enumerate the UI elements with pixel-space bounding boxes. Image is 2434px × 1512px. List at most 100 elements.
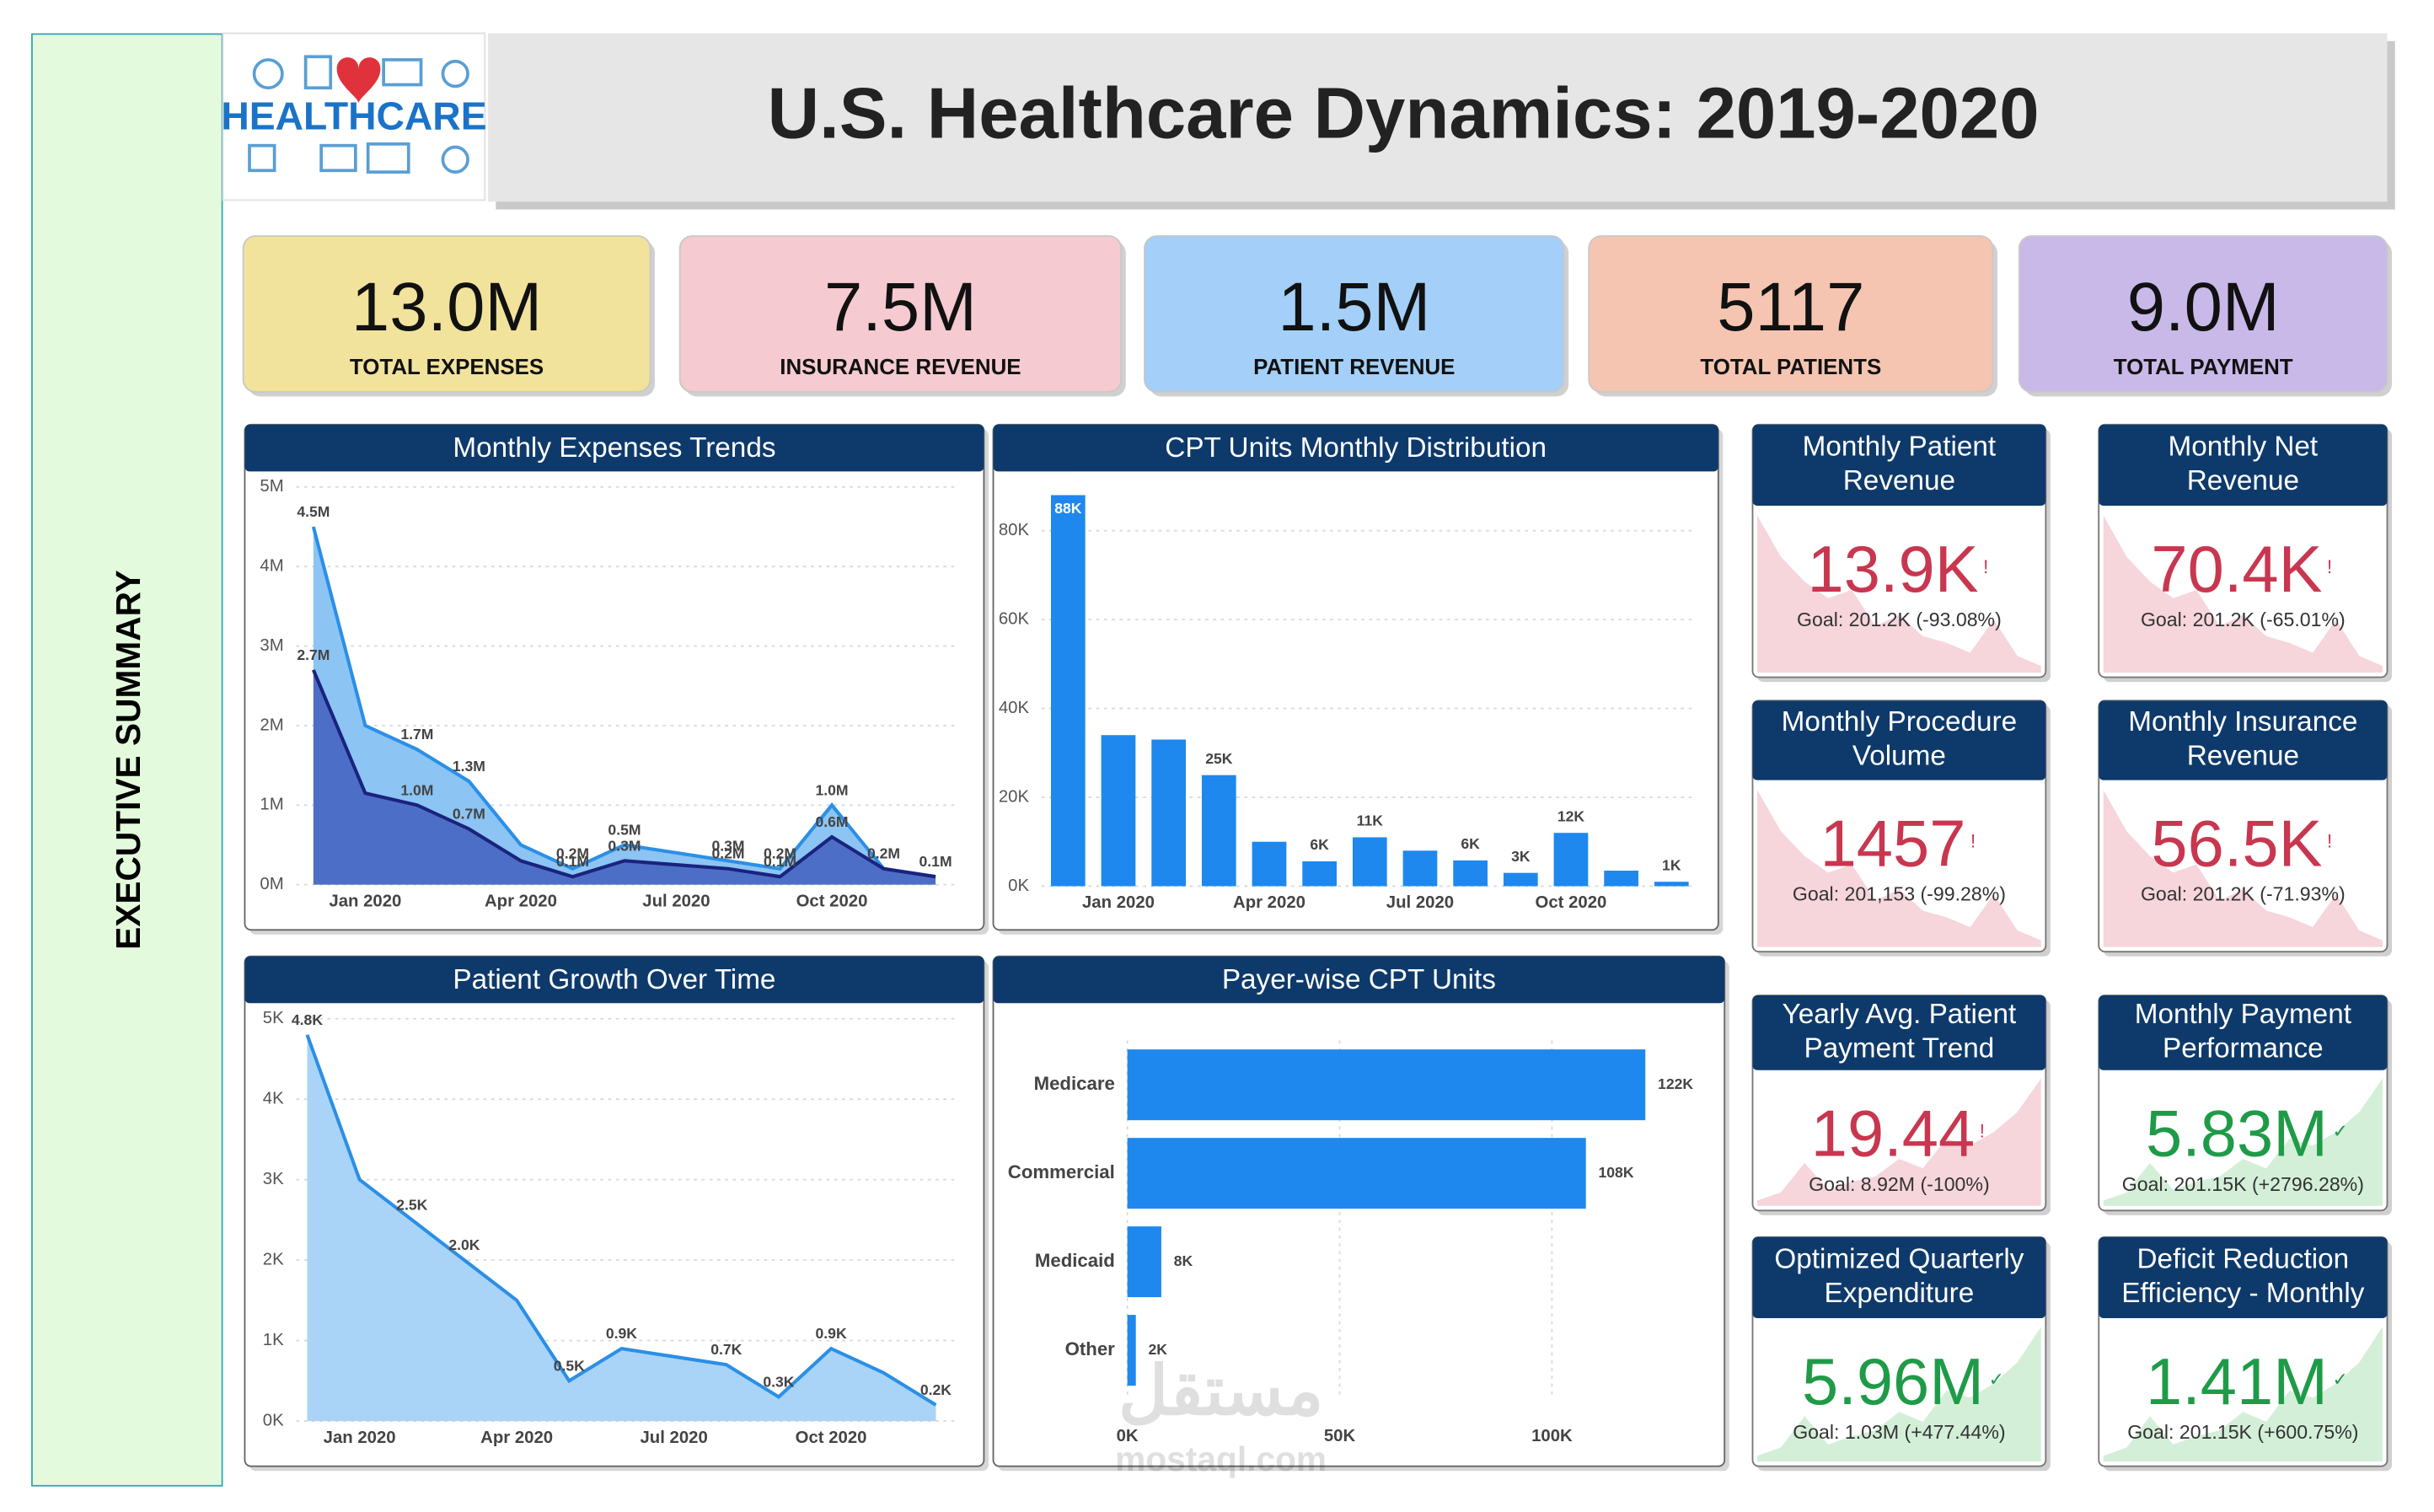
y-tick-label: Medicare [1034, 1073, 1115, 1094]
data-label: 0.7M [453, 806, 485, 823]
data-label: 122K [1658, 1075, 1693, 1092]
x-tick-label: 50K [1324, 1427, 1356, 1445]
x-tick-label: Jul 2020 [640, 1429, 707, 1447]
card-goal: Goal: 201.2K (-71.93%) [2141, 883, 2346, 905]
data-label: 6K [1461, 835, 1480, 852]
y-tick-label: 2M [260, 716, 283, 734]
data-label: 0.1M [764, 853, 796, 870]
y-tick-label: 20K [999, 787, 1030, 806]
title-bar [488, 33, 2388, 202]
card-header [2099, 995, 2388, 1070]
card-title: Optimized Quarterly [1774, 1243, 2024, 1274]
x-tick-label: 0K [1117, 1427, 1139, 1445]
panel-title: Monthly Expenses Trends [453, 432, 775, 464]
card-title: Revenue [1843, 465, 1955, 496]
kpi-card [1144, 235, 1565, 393]
card-goal: Goal: 201.2K (-65.01%) [2141, 609, 2346, 630]
card-goal: Goal: 201.2K (-93.08%) [1797, 609, 2002, 630]
data-label: 11K [1357, 812, 1384, 829]
card-header [1752, 995, 2046, 1070]
bar [1151, 739, 1186, 887]
bar [1201, 775, 1236, 887]
card-icon: ! [1983, 556, 1988, 577]
data-label: 8K [1174, 1252, 1193, 1269]
x-tick-label: Jan 2020 [329, 892, 401, 910]
kpi-value: 1.5M [1278, 269, 1430, 346]
data-label: 1.0M [400, 781, 433, 798]
x-tick-label: Apr 2020 [480, 1429, 553, 1447]
y-tick-label: 2K [263, 1251, 284, 1269]
kpi-value: 13.0M [351, 269, 542, 346]
bar [1127, 1049, 1646, 1121]
card-title: Monthly Patient [1803, 431, 1997, 462]
kpi-label: TOTAL EXPENSES [350, 356, 544, 379]
watermark: مستقل [1118, 1353, 1324, 1429]
data-label: 2.5K [396, 1196, 427, 1213]
card-icon: ✓ [2332, 1369, 2348, 1390]
bar [1127, 1226, 1161, 1298]
data-label: 2K [1148, 1341, 1167, 1358]
card-title: Monthly Net [2169, 431, 2319, 462]
data-label: 25K [1205, 750, 1233, 767]
x-tick-label: Oct 2020 [796, 892, 868, 910]
card-goal: Goal: 201,153 (-99.28%) [1793, 883, 2006, 905]
y-tick-label: 0K [263, 1411, 284, 1429]
card-value: 19.44 [1811, 1098, 1975, 1171]
area [307, 1034, 936, 1422]
area [313, 527, 936, 885]
card-value: 56.5K [2151, 808, 2322, 881]
data-label: 1K [1662, 856, 1681, 873]
data-label: 2.7M [297, 646, 330, 663]
card-value: 1457 [1820, 808, 1966, 881]
x-tick-label: Apr 2020 [1233, 893, 1305, 912]
bar [1352, 837, 1387, 887]
card-icon: ! [1980, 1121, 1985, 1142]
bar [1302, 861, 1337, 887]
panel-header [993, 956, 1725, 1004]
y-tick-label: 5M [260, 477, 283, 496]
data-label: 0.3K [763, 1373, 794, 1390]
sidebar [31, 33, 223, 1487]
bar [1252, 841, 1287, 887]
y-tick-label: 4K [263, 1090, 284, 1108]
data-label: 0.2M [867, 845, 900, 862]
y-tick-label: Medicaid [1035, 1250, 1115, 1271]
sparkline [2103, 515, 2383, 673]
card-title: Monthly Procedure [1782, 706, 2017, 737]
watermark: mostaql.com [1115, 1440, 1327, 1478]
card-value: 13.9K [1808, 533, 1979, 606]
kpi-label: INSURANCE REVENUE [780, 356, 1021, 379]
data-label: 12K [1557, 807, 1585, 824]
card-header [2099, 1236, 2388, 1318]
kpi-value: 9.0M [2127, 269, 2280, 346]
data-label: 1.3M [453, 758, 485, 775]
card-icon: ! [2327, 556, 2332, 577]
kpi-card [242, 235, 651, 393]
card-icon: ✓ [2332, 1121, 2348, 1142]
card-title: Monthly Payment [2135, 999, 2351, 1030]
sparkline [2103, 1327, 2383, 1462]
data-label: 0.2M [764, 845, 796, 862]
bar [1101, 735, 1136, 887]
line [311, 669, 936, 879]
card-value: 5.96M [1802, 1346, 1984, 1418]
kpi-value: 7.5M [824, 269, 977, 346]
x-tick-label: Jan 2020 [1082, 893, 1155, 912]
sparkline [1757, 790, 2041, 947]
y-tick-label: 3K [263, 1170, 284, 1188]
x-tick-label: Jan 2020 [324, 1429, 396, 1447]
data-label: 108K [1599, 1164, 1634, 1181]
bar [1127, 1138, 1586, 1209]
logo-icons [248, 55, 469, 174]
bar [1453, 860, 1488, 887]
card-icon: ! [1970, 831, 1976, 852]
data-label: 1.0M [816, 781, 849, 798]
bar [1402, 850, 1438, 887]
y-tick-label: 5K [263, 1009, 284, 1027]
card-header [1752, 700, 2046, 780]
kpi-value: 5117 [1717, 269, 1864, 346]
kpi-card [2018, 235, 2388, 393]
card-value: 5.83M [2146, 1098, 2328, 1171]
panel-title: CPT Units Monthly Distribution [1165, 432, 1547, 464]
